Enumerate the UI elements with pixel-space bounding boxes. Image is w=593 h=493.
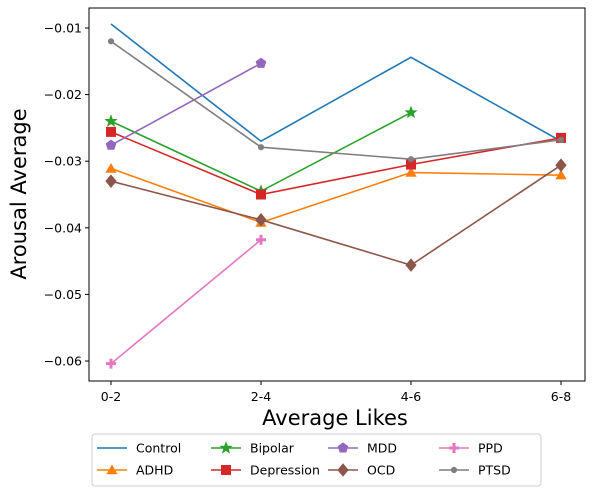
data-point	[256, 189, 266, 200]
legend-label: ADHD	[136, 463, 173, 478]
legend-marker	[106, 464, 118, 475]
legend-item: PPD	[439, 441, 503, 456]
legend-label: Bipolar	[250, 441, 295, 456]
data-point	[104, 114, 118, 127]
series-bipolar	[104, 105, 418, 197]
legend-marker	[219, 441, 233, 454]
legend-label: MDD	[367, 441, 397, 456]
series-ptsd	[107, 38, 565, 163]
data-point	[255, 213, 267, 227]
data-point	[557, 136, 565, 143]
legend-item: Bipolar	[211, 441, 295, 456]
legend-marker	[449, 443, 459, 453]
series-adhd	[105, 163, 567, 227]
legend-marker	[337, 442, 349, 453]
x-tick-label: 6-8	[551, 389, 571, 404]
legend-item: PTSD	[439, 463, 511, 478]
series-mdd	[105, 57, 267, 150]
legend-item: Depression	[211, 463, 320, 478]
series-line	[110, 40, 562, 161]
series-line	[110, 164, 562, 266]
series-line	[110, 62, 262, 146]
data-point	[255, 57, 267, 68]
y-tick-label: −0.04	[44, 220, 82, 235]
series-ppd	[106, 234, 266, 369]
y-tick-label: −0.01	[44, 20, 82, 35]
data-point	[105, 163, 117, 173]
data-point	[555, 158, 567, 172]
x-tick-label: 2-4	[251, 389, 271, 404]
y-tick-label: −0.03	[44, 154, 82, 169]
series-line	[110, 23, 562, 143]
series-line	[110, 239, 262, 365]
series-control	[110, 23, 562, 143]
data-point	[256, 234, 266, 245]
legend-label: PTSD	[478, 463, 511, 478]
data-point	[405, 167, 417, 177]
data-point	[404, 105, 418, 119]
y-axis-ticks: −0.01 −0.02 −0.03 −0.04 −0.05 −0.06	[44, 20, 89, 369]
legend-marker	[221, 465, 231, 475]
series-line	[110, 167, 562, 224]
legend: Control ADHD Bipolar Depression MDD OCD PPD PTS…	[91, 433, 542, 487]
y-tick-label: −0.05	[44, 287, 82, 302]
series-ocd	[105, 158, 567, 272]
plot-frame	[88, 7, 586, 382]
series-layer	[104, 23, 567, 369]
data-point	[105, 139, 117, 150]
x-axis-label: Average Likes	[262, 406, 408, 430]
legend-item: ADHD	[97, 463, 173, 478]
data-point	[105, 174, 117, 188]
data-point	[257, 144, 265, 151]
x-tick-label: 4-6	[401, 389, 421, 404]
data-point	[555, 169, 567, 180]
legend-frame	[91, 433, 542, 487]
legend-marker	[450, 466, 458, 474]
series-line	[110, 111, 412, 193]
data-point	[407, 156, 415, 163]
series-line	[110, 131, 562, 196]
legend-label: Depression	[250, 463, 320, 478]
legend-label: Control	[136, 441, 181, 456]
data-point	[106, 358, 116, 369]
plot-area	[88, 7, 586, 382]
series-depression	[106, 126, 566, 200]
x-tick-label: 0-2	[101, 389, 121, 404]
data-point	[106, 126, 116, 137]
data-point	[405, 258, 417, 272]
x-axis-ticks: 0-2 2-4 4-6 6-8	[101, 381, 571, 404]
legend-item: Control	[97, 441, 181, 456]
legend-marker	[337, 463, 349, 477]
legend-item: MDD	[328, 441, 397, 456]
legend-item: OCD	[328, 463, 395, 478]
legend-label: PPD	[478, 441, 503, 456]
y-axis-label: Arousal Average	[7, 108, 31, 279]
data-point	[107, 38, 115, 45]
legend-label: OCD	[367, 463, 395, 478]
y-tick-label: −0.06	[44, 354, 82, 369]
y-tick-label: −0.02	[44, 87, 82, 102]
